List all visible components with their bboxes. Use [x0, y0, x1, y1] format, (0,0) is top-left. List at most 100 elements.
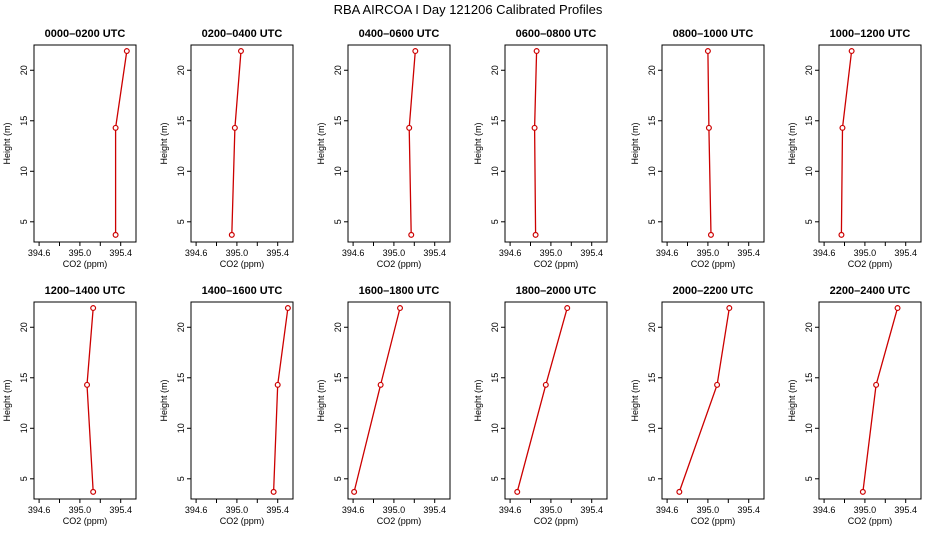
x-tick-label: 394.6 [813, 248, 836, 258]
profile-panel: 0800–1000 UTC 394.6 395.0 395.4 5 10 15 20 CO2 (… [630, 28, 765, 269]
y-tick-label: 15 [176, 116, 186, 126]
data-point [112, 231, 119, 238]
profile-panel: 1200–1400 UTC 394.6 395.0 395.4 5 10 15 20 CO2 (… [2, 285, 137, 526]
y-tick-label: 15 [647, 373, 657, 383]
x-tick-label: 395.0 [69, 248, 92, 258]
plot-frame [190, 301, 294, 500]
profile-panel: 1400–1600 UTC 394.6 395.0 395.4 5 10 15 20 CO2 (… [159, 285, 294, 526]
data-point [873, 381, 880, 388]
data-point [676, 488, 683, 495]
x-tick-label: 394.6 [499, 505, 522, 515]
plot-frame [818, 301, 922, 500]
data-point [90, 305, 97, 312]
data-point [533, 48, 540, 55]
y-tick-label: 10 [19, 166, 29, 176]
data-point [859, 488, 866, 495]
x-tick-label: 395.4 [109, 248, 132, 258]
profile-line [353, 307, 401, 493]
panel-title: 2000–2200 UTC [673, 285, 754, 297]
y-tick-label: 15 [490, 373, 500, 383]
x-tick-label: 395.4 [580, 248, 603, 258]
x-axis-label: CO2 (ppm) [691, 259, 736, 269]
x-tick-label: 395.4 [894, 248, 917, 258]
data-point [714, 381, 721, 388]
y-axis-label: Height (m) [787, 122, 797, 164]
y-tick-label: 10 [176, 166, 186, 176]
plot-frame [347, 44, 451, 243]
plot-frame [504, 44, 608, 243]
x-tick-label: 395.0 [540, 248, 563, 258]
data-point [228, 231, 235, 238]
plot-frame [661, 301, 765, 500]
data-point [704, 48, 711, 55]
x-tick-label: 395.0 [226, 248, 249, 258]
y-axis-label: Height (m) [2, 122, 12, 164]
plot-frame [818, 44, 922, 243]
profile-line [408, 51, 416, 235]
profile-line [533, 51, 538, 235]
profile-panel: 1000–1200 UTC 394.6 395.0 395.4 5 10 15 20 CO2 (… [787, 28, 922, 269]
y-tick-label: 15 [333, 116, 343, 126]
profile-panel: 0600–0800 UTC 394.6 395.0 395.4 5 10 15 20 CO2 (… [473, 28, 608, 269]
x-axis-label: CO2 (ppm) [63, 259, 108, 269]
x-axis-label: CO2 (ppm) [534, 259, 579, 269]
x-tick-label: 395.0 [854, 505, 877, 515]
panel-title: 0800–1000 UTC [673, 28, 754, 40]
x-tick-label: 395.0 [383, 248, 406, 258]
profile-panel: 2000–2200 UTC 394.6 395.0 395.4 5 10 15 20 CO2 (… [630, 285, 765, 526]
y-axis-label: Height (m) [316, 122, 326, 164]
data-point [397, 305, 404, 312]
x-axis-label: CO2 (ppm) [220, 259, 265, 269]
data-point [408, 231, 415, 238]
profile-panel: 2200–2400 UTC 394.6 395.0 395.4 5 10 15 20 CO2 (… [787, 285, 922, 526]
y-tick-label: 10 [333, 166, 343, 176]
x-axis-label: CO2 (ppm) [534, 516, 579, 526]
data-point [564, 305, 571, 312]
data-point [406, 124, 413, 131]
y-tick-label: 5 [804, 476, 814, 481]
y-tick-label: 10 [490, 166, 500, 176]
data-point [839, 124, 846, 131]
data-point [726, 305, 733, 312]
y-axis-label: Height (m) [630, 379, 640, 421]
y-tick-label: 5 [19, 476, 29, 481]
profile-line [840, 51, 853, 235]
x-tick-label: 394.6 [499, 248, 522, 258]
panel-title: 2200–2400 UTC [830, 285, 911, 297]
profile-line [678, 307, 730, 493]
y-tick-label: 10 [804, 166, 814, 176]
panel-title: 1800–2000 UTC [516, 285, 597, 297]
plot-frame [347, 301, 451, 500]
y-axis-label: Height (m) [630, 122, 640, 164]
y-tick-label: 10 [490, 423, 500, 433]
y-axis-label: Height (m) [2, 379, 12, 421]
plot-frame [33, 44, 137, 243]
data-point [274, 381, 281, 388]
profile-line [862, 307, 899, 492]
y-tick-label: 20 [19, 65, 29, 75]
y-tick-label: 10 [647, 423, 657, 433]
x-tick-label: 394.6 [656, 248, 679, 258]
profile-panel: 0000–0200 UTC 394.6 395.0 395.4 5 10 15 20 CO2 (… [2, 28, 137, 269]
panel-title: 0400–0600 UTC [359, 28, 440, 40]
y-tick-label: 20 [176, 322, 186, 332]
profile-panel: 1800–2000 UTC 394.6 395.0 395.4 5 10 15 20 CO2 (… [473, 285, 608, 526]
x-tick-label: 394.6 [185, 505, 208, 515]
y-tick-label: 20 [647, 65, 657, 75]
y-tick-label: 5 [19, 219, 29, 224]
panel-title: 1000–1200 UTC [830, 28, 911, 40]
x-axis-label: CO2 (ppm) [63, 516, 108, 526]
y-tick-label: 20 [804, 322, 814, 332]
data-point [848, 48, 855, 55]
y-tick-label: 10 [804, 423, 814, 433]
x-tick-label: 395.4 [266, 505, 289, 515]
panel-title: 0200–0400 UTC [202, 28, 283, 40]
x-tick-label: 395.4 [580, 505, 603, 515]
x-tick-label: 394.6 [28, 505, 51, 515]
y-tick-label: 5 [333, 476, 343, 481]
y-tick-label: 10 [19, 423, 29, 433]
x-tick-label: 395.4 [737, 505, 760, 515]
panel-title: 0000–0200 UTC [45, 28, 126, 40]
y-axis-label: Height (m) [473, 379, 483, 421]
plot-frame [190, 44, 294, 243]
